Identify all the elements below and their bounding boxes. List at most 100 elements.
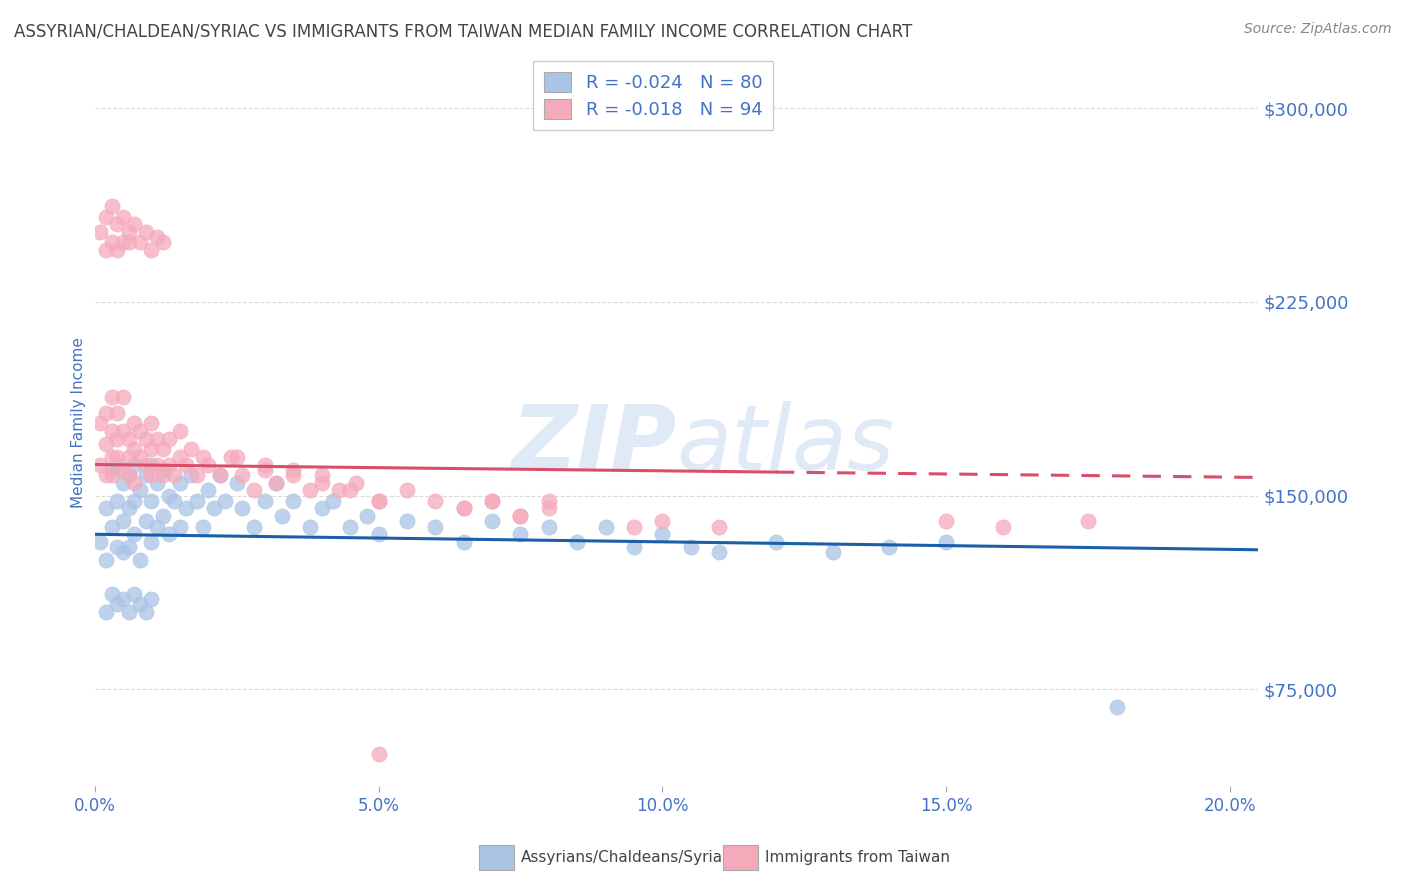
Text: Source: ZipAtlas.com: Source: ZipAtlas.com: [1244, 22, 1392, 37]
Point: [129, 597, 152, 611]
Point: [253, 493, 276, 508]
Point: [509, 527, 531, 541]
Point: [129, 424, 152, 438]
Point: [141, 467, 163, 482]
Point: [266, 475, 288, 490]
Point: [197, 483, 219, 498]
Point: [94, 243, 117, 257]
Point: [935, 535, 957, 549]
Point: [169, 475, 191, 490]
Point: [367, 527, 389, 541]
Point: [89, 416, 111, 430]
Point: [141, 458, 163, 472]
Point: [112, 390, 135, 404]
Point: [94, 467, 117, 482]
Point: [100, 467, 122, 482]
Point: [395, 514, 418, 528]
Point: [253, 458, 276, 472]
Point: [146, 519, 169, 533]
Point: [141, 493, 163, 508]
Point: [509, 509, 531, 524]
Point: [135, 605, 157, 619]
Point: [94, 501, 117, 516]
Point: [107, 406, 129, 420]
Point: [367, 493, 389, 508]
Point: [208, 467, 231, 482]
Point: [112, 235, 135, 250]
Point: [129, 235, 152, 250]
Point: [299, 519, 322, 533]
Point: [100, 235, 122, 250]
Point: [356, 509, 378, 524]
Point: [118, 605, 141, 619]
Text: Immigrants from Taiwan: Immigrants from Taiwan: [765, 850, 950, 864]
Point: [453, 501, 475, 516]
Point: [537, 519, 560, 533]
Point: [118, 467, 141, 482]
Point: [214, 493, 236, 508]
Point: [135, 514, 157, 528]
Point: [112, 424, 135, 438]
Point: [141, 442, 163, 456]
Point: [100, 199, 122, 213]
Point: [112, 514, 135, 528]
Point: [395, 483, 418, 498]
Point: [107, 243, 129, 257]
Point: [253, 463, 276, 477]
Point: [100, 450, 122, 464]
Point: [100, 424, 122, 438]
Point: [124, 527, 146, 541]
Point: [425, 519, 447, 533]
Point: [129, 483, 152, 498]
Point: [186, 493, 208, 508]
Point: [186, 467, 208, 482]
Point: [100, 519, 122, 533]
Point: [107, 493, 129, 508]
Point: [129, 553, 152, 567]
Point: [707, 519, 730, 533]
Point: [152, 442, 174, 456]
Point: [1077, 514, 1099, 528]
Point: [118, 501, 141, 516]
Point: [107, 450, 129, 464]
Point: [991, 519, 1014, 533]
Point: [89, 458, 111, 472]
Point: [141, 591, 163, 606]
Point: [169, 519, 191, 533]
Point: [169, 450, 191, 464]
Point: [135, 432, 157, 446]
Point: [623, 540, 645, 554]
Point: [537, 493, 560, 508]
Point: [107, 458, 129, 472]
Point: [197, 458, 219, 472]
Point: [453, 501, 475, 516]
Point: [208, 467, 231, 482]
Point: [141, 535, 163, 549]
Point: [118, 467, 141, 482]
Point: [567, 535, 589, 549]
Point: [135, 458, 157, 472]
Point: [112, 210, 135, 224]
Point: [311, 501, 333, 516]
Point: [146, 475, 169, 490]
Point: [1105, 700, 1128, 714]
Point: [100, 390, 122, 404]
Point: [157, 489, 180, 503]
Point: [152, 509, 174, 524]
Point: [283, 467, 305, 482]
Point: [231, 501, 253, 516]
Point: [152, 463, 174, 477]
Point: [100, 587, 122, 601]
Point: [146, 230, 169, 244]
Point: [94, 605, 117, 619]
Point: [118, 235, 141, 250]
Point: [146, 432, 169, 446]
Point: [339, 519, 361, 533]
Point: [180, 467, 202, 482]
Point: [283, 463, 305, 477]
Point: [94, 437, 117, 451]
Point: [191, 450, 214, 464]
Point: [623, 519, 645, 533]
Point: [231, 467, 253, 482]
Point: [180, 442, 202, 456]
